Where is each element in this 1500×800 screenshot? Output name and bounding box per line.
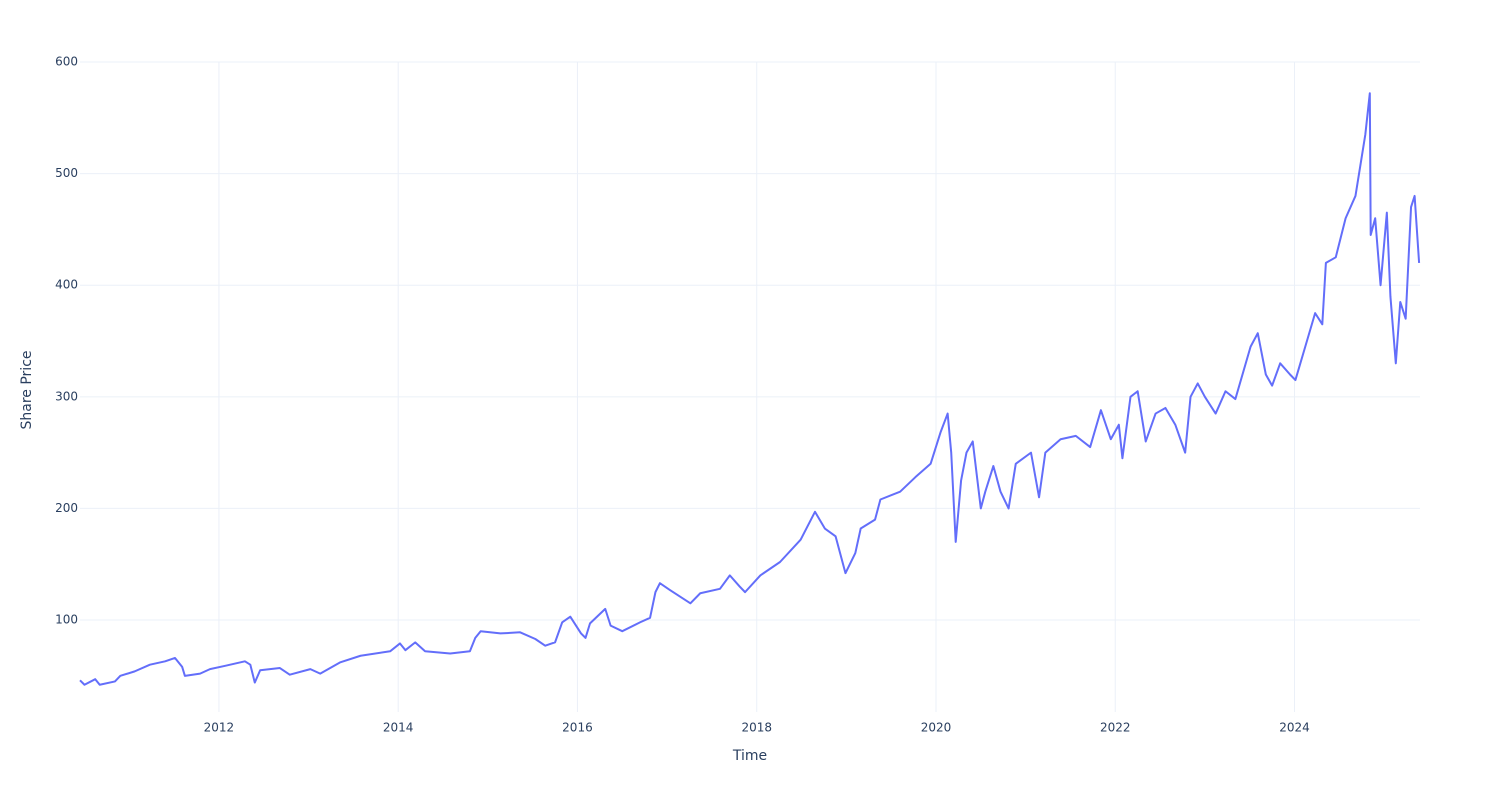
x-tick-label: 2016: [562, 721, 593, 735]
price-line: [79, 92, 1421, 686]
x-axis-title: Time: [732, 748, 767, 764]
x-tick-label: 2014: [383, 721, 414, 735]
y-tick-label: 100: [55, 613, 78, 627]
y-tick-label: 200: [55, 501, 78, 515]
y-tick-label: 400: [55, 278, 78, 292]
y-tick-label: 500: [55, 166, 78, 180]
x-tick-label: 2012: [204, 721, 235, 735]
x-tick-label: 2020: [921, 721, 952, 735]
y-tick-label: 600: [55, 55, 78, 69]
x-tick-label: 2024: [1279, 721, 1310, 735]
y-axis-title: Share Price: [19, 350, 35, 429]
x-tick-label: 2022: [1100, 721, 1131, 735]
y-tick-label: 300: [55, 389, 78, 403]
x-tick-label: 2018: [741, 721, 772, 735]
